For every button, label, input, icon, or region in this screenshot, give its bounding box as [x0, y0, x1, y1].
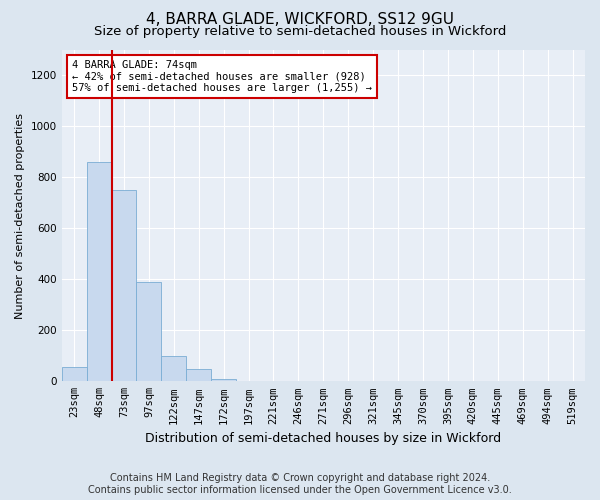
Bar	[62, 368, 86, 382]
Text: Size of property relative to semi-detached houses in Wickford: Size of property relative to semi-detach…	[94, 25, 506, 38]
Text: Contains HM Land Registry data © Crown copyright and database right 2024.
Contai: Contains HM Land Registry data © Crown c…	[88, 474, 512, 495]
Text: 4 BARRA GLADE: 74sqm
← 42% of semi-detached houses are smaller (928)
57% of semi: 4 BARRA GLADE: 74sqm ← 42% of semi-detac…	[72, 60, 372, 93]
Y-axis label: Number of semi-detached properties: Number of semi-detached properties	[15, 112, 25, 318]
Bar	[136, 282, 161, 382]
Bar	[161, 356, 186, 382]
Bar	[211, 379, 236, 382]
Bar	[112, 190, 136, 382]
Bar	[86, 162, 112, 382]
Text: 4, BARRA GLADE, WICKFORD, SS12 9GU: 4, BARRA GLADE, WICKFORD, SS12 9GU	[146, 12, 454, 28]
Bar	[186, 368, 211, 382]
X-axis label: Distribution of semi-detached houses by size in Wickford: Distribution of semi-detached houses by …	[145, 432, 502, 445]
